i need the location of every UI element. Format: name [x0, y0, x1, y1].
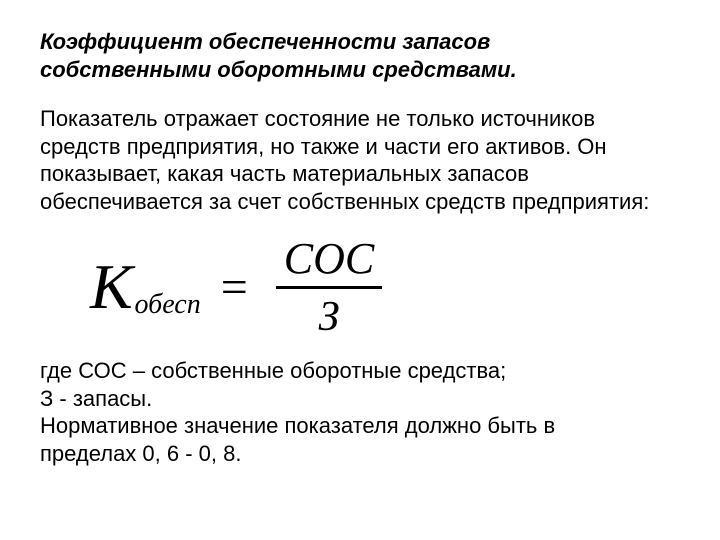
formula-numerator: СОС: [276, 233, 382, 286]
formula-lhs-symbol: К: [90, 250, 133, 324]
legend-line1: где СОС – собственные оборотные средства…: [40, 357, 680, 385]
formula-lhs-subscript: обесп: [135, 289, 201, 321]
legend-block: где СОС – собственные оборотные средства…: [40, 357, 680, 467]
formula: К обесп = СОС З: [40, 233, 680, 341]
legend-line4: пределах 0, 6 - 0, 8.: [40, 440, 680, 468]
title-line1: Коэффициент обеспеченности запасов: [40, 29, 490, 54]
body-paragraph: Показатель отражает состояние не только …: [40, 105, 680, 215]
formula-fraction: СОС З: [276, 233, 382, 341]
formula-equals: =: [221, 260, 248, 315]
title-line2: собственными оборотными средствами.: [40, 57, 517, 82]
slide-title: Коэффициент обеспеченности запасов собст…: [40, 28, 680, 83]
legend-line2: З - запасы.: [40, 385, 680, 413]
formula-denominator: З: [319, 289, 340, 341]
legend-line3: Нормативное значение показателя должно б…: [40, 412, 680, 440]
